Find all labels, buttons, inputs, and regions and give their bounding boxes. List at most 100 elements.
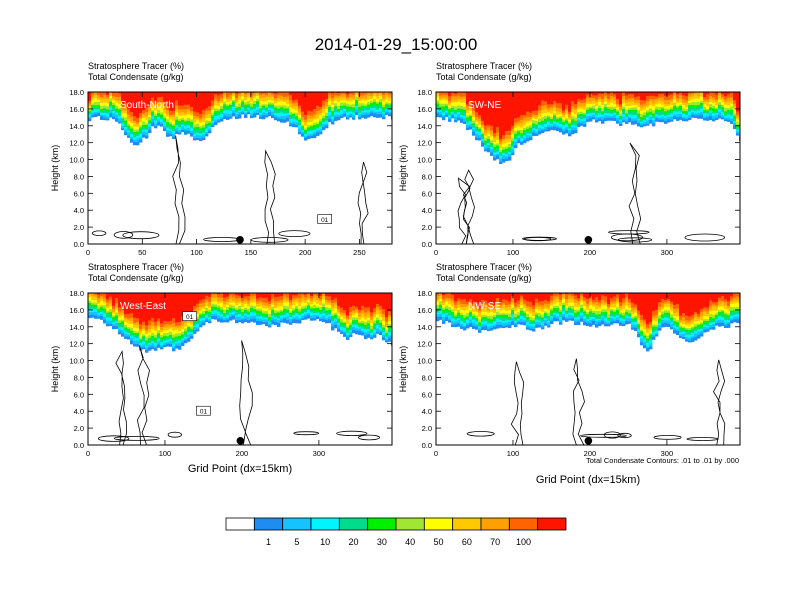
colorbar-label: 20 [348,537,358,547]
colorbar-label: 5 [294,537,299,547]
x-tick-label: 100 [190,248,203,257]
y-tick-label: 14.0 [69,323,84,332]
y-tick-label: 4.0 [74,407,84,416]
tracer-field [436,293,740,445]
contour-label: 01 [321,217,329,224]
x-tick-label: 300 [313,449,326,458]
y-tick-label: 14.0 [417,122,432,131]
x-tick-label: 200 [584,449,597,458]
y-axis-label: Height (km) [50,346,60,393]
contour-variable-label: Total Condensate (g/kg) [88,72,184,82]
x-tick-label: 300 [661,449,674,458]
plot-frame [87,91,393,245]
x-tick-label: 200 [236,449,249,458]
y-tick-label: 4.0 [74,206,84,215]
y-tick-label: 0.0 [74,240,84,249]
y-tick-label: 16.0 [417,306,432,315]
x-tick-label: 250 [353,248,366,257]
x-tick-label: 0 [86,449,90,458]
y-tick-label: 18.0 [417,289,432,298]
y-axis-label: Height (km) [398,346,408,393]
y-tick-label: 10.0 [417,357,432,366]
contour-variable-label: Total Condensate (g/kg) [88,273,184,283]
contour-variable-label: Total Condensate (g/kg) [436,273,532,283]
contour-note: Total Condensate Contours: .01 to .01 by… [586,456,739,465]
panel-label: West-East [120,301,166,312]
x-axis-label-nw-se: Grid Point (dx=15km) [536,474,640,486]
location-marker [236,436,245,445]
colorbar-swatch [537,517,567,531]
colorbar-swatch [253,517,284,531]
x-tick-label: 0 [86,248,90,257]
colorbar-swatch [452,517,482,531]
x-tick-label: 0 [434,248,438,257]
panels: Stratosphere Tracer (%)Total Condensate … [50,61,741,458]
colorbar-swatch [282,517,312,531]
contour-label-box [196,405,211,416]
condensate-contours [97,340,380,445]
fill-variable-label: Stratosphere Tracer (%) [436,262,532,272]
y-tick-label: 6.0 [74,189,84,198]
x-tick-label: 50 [138,248,146,257]
colorbar-swatch [310,517,340,531]
condensate-contours [91,135,369,244]
y-tick-label: 14.0 [69,122,84,131]
y-tick-label: 8.0 [422,172,432,181]
x-tick-label: 100 [507,248,520,257]
colorbar-label: 100 [516,537,531,547]
y-axis-label: Height (km) [50,145,60,192]
y-tick-label: 4.0 [422,206,432,215]
y-tick-label: 6.0 [74,390,84,399]
y-tick-label: 2.0 [74,223,84,232]
y-tick-label: 10.0 [417,156,432,165]
x-tick-label: 200 [299,248,312,257]
y-tick-label: 18.0 [417,88,432,97]
contour-label-box [182,311,197,321]
condensate-contours [457,142,726,244]
x-tick-label: 300 [661,248,674,257]
tracer-field [88,92,392,244]
colorbar-swatch [225,517,255,531]
y-tick-label: 16.0 [69,306,84,315]
contour-label: 01 [200,409,208,416]
colorbar-swatch [508,517,539,531]
colorbar-label: 30 [377,537,387,547]
plot-frame [87,292,393,446]
y-tick-label: 0.0 [422,240,432,249]
y-tick-label: 16.0 [69,105,84,114]
figure-title: 2014-01-29_15:00:00 [315,35,478,54]
x-tick-label: 200 [584,248,597,257]
panel-1: Stratosphere Tracer (%)Total Condensate … [398,61,741,257]
y-tick-label: 12.0 [417,139,432,148]
colorbar-label: 10 [320,537,330,547]
x-tick-label: 100 [159,449,172,458]
contour-label-box [317,214,332,224]
tracer-field [436,92,740,244]
colorbar-swatch [395,517,425,531]
colorbar-label: 1 [266,537,271,547]
fill-variable-label: Stratosphere Tracer (%) [88,61,184,71]
y-axis-label: Height (km) [398,145,408,192]
y-tick-label: 6.0 [422,390,432,399]
y-tick-label: 18.0 [69,289,84,298]
y-tick-label: 8.0 [422,373,432,382]
y-tick-label: 16.0 [417,105,432,114]
colorbar-swatch [423,517,454,531]
y-tick-label: 0.0 [422,441,432,450]
location-marker [584,436,593,445]
colorbar-swatch [367,517,397,531]
y-tick-label: 4.0 [422,407,432,416]
contour-variable-label: Total Condensate (g/kg) [436,72,532,82]
panel-label: South-North [120,100,174,111]
panel-label: NW-SE [468,301,501,312]
y-tick-label: 10.0 [69,357,84,366]
contour-label: 01 [186,314,194,321]
y-tick-label: 12.0 [69,139,84,148]
plot-frame [435,292,741,446]
panel-0: Stratosphere Tracer (%)Total Condensate … [50,61,393,257]
y-tick-label: 6.0 [422,189,432,198]
panel-3: Stratosphere Tracer (%)Total Condensate … [398,262,741,458]
y-tick-label: 0.0 [74,441,84,450]
y-tick-label: 10.0 [69,156,84,165]
